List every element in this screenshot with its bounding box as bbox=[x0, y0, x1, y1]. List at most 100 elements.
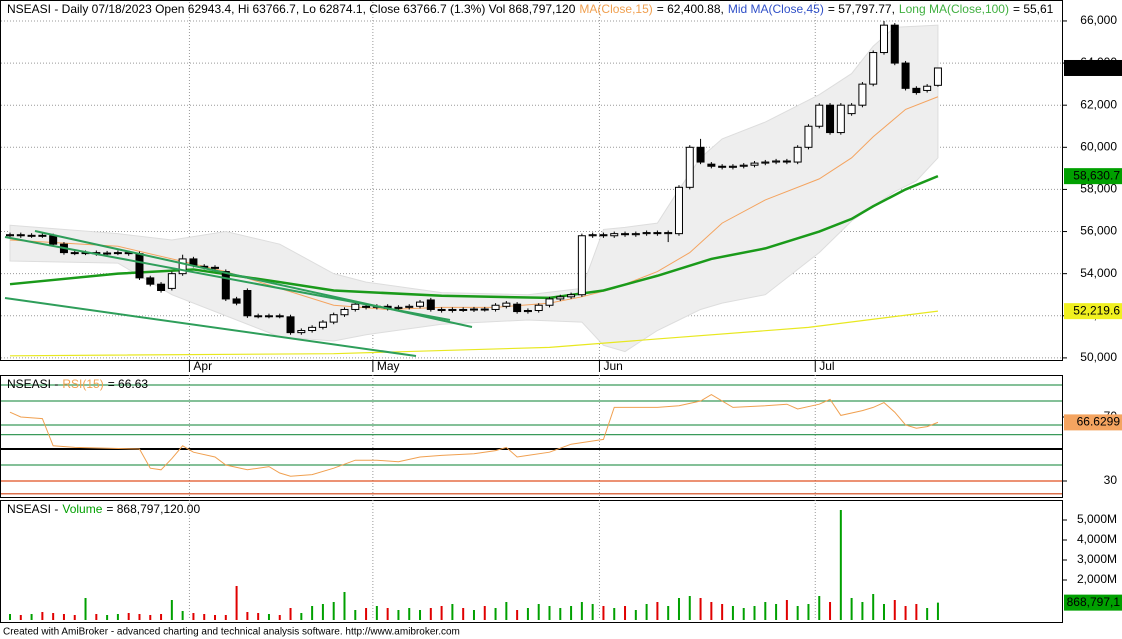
header-part: Volume bbox=[62, 502, 102, 516]
volume-bar bbox=[548, 606, 551, 620]
volume-bar bbox=[936, 602, 939, 620]
candle-body bbox=[340, 308, 349, 316]
y-tick-label: 62,000 bbox=[1080, 97, 1117, 111]
candle-body bbox=[394, 306, 403, 309]
volume-bar bbox=[764, 602, 767, 620]
header-part: Mid MA(Close,45) bbox=[728, 2, 824, 16]
value-badge bbox=[1064, 303, 1122, 320]
value-badge-label: 58,630.7 bbox=[1073, 168, 1120, 182]
candle-body bbox=[297, 330, 306, 334]
volume-bar bbox=[526, 608, 529, 620]
y-tick-label: 56,000 bbox=[1080, 224, 1117, 238]
volume-bar bbox=[95, 614, 98, 620]
value-badge-label: 66.6299 bbox=[1077, 415, 1121, 429]
candle-body bbox=[761, 161, 770, 164]
volume-bar bbox=[160, 614, 163, 620]
volume-bar bbox=[257, 613, 260, 620]
volume-bar bbox=[214, 615, 217, 620]
candle-body bbox=[674, 186, 683, 235]
plot-layer: AprMayJunJul50,00052,00054,00056,00058,0… bbox=[1, 2, 1122, 620]
y-tick-label: 2,000M bbox=[1077, 572, 1117, 586]
volume-bar bbox=[591, 604, 594, 620]
header-part: NSEASI - bbox=[7, 502, 58, 516]
volume-bar bbox=[505, 602, 508, 620]
volume-bar bbox=[570, 606, 573, 620]
candle-body bbox=[146, 277, 155, 285]
volume-bar bbox=[742, 608, 745, 620]
rsi-line bbox=[9, 394, 939, 477]
header-part: = 57,797.77, bbox=[828, 2, 895, 16]
value-badge bbox=[1064, 414, 1122, 431]
candle-body bbox=[567, 294, 576, 298]
header-part: = 62,400.88, bbox=[657, 2, 724, 16]
candle-body bbox=[912, 87, 921, 94]
candle-body bbox=[16, 234, 25, 237]
candle-body bbox=[103, 252, 112, 255]
y-tick-label: 58,000 bbox=[1080, 182, 1117, 196]
candle-body bbox=[631, 233, 640, 236]
candle-body bbox=[804, 125, 813, 148]
volume-bar bbox=[343, 592, 346, 620]
header-part: MA(Close,15) bbox=[579, 2, 652, 16]
volume-bar bbox=[602, 606, 605, 620]
volume-bar bbox=[861, 602, 864, 620]
volume-bar bbox=[397, 610, 400, 620]
volume-bar bbox=[699, 598, 702, 620]
candle-body bbox=[772, 160, 781, 163]
volume-bar bbox=[311, 606, 314, 620]
volume-bar bbox=[451, 604, 454, 620]
candle-body bbox=[469, 308, 478, 311]
candle-body bbox=[588, 234, 597, 237]
volume-bar bbox=[494, 608, 497, 620]
header-part: NSEASI - bbox=[7, 377, 58, 391]
volume-bar bbox=[516, 610, 519, 620]
volume-bar bbox=[829, 602, 832, 620]
candle-body bbox=[610, 233, 619, 237]
candle-body bbox=[696, 146, 705, 163]
value-badge bbox=[1064, 168, 1122, 185]
x-tick-label: Apr bbox=[193, 359, 212, 373]
candle-body bbox=[6, 234, 14, 237]
candle-body bbox=[157, 283, 166, 292]
volume-bar bbox=[73, 615, 76, 620]
volume-bar bbox=[365, 608, 368, 620]
candle-body bbox=[718, 165, 727, 168]
candle-body bbox=[847, 104, 856, 115]
volume-bar bbox=[710, 602, 713, 620]
volume-bar bbox=[537, 604, 540, 620]
candle-body bbox=[621, 233, 630, 236]
value-badge bbox=[1064, 59, 1122, 76]
volume-bar bbox=[785, 600, 788, 620]
candle-body bbox=[836, 104, 845, 134]
candle-body bbox=[362, 305, 371, 308]
volume-bar bbox=[30, 614, 33, 620]
candle-body bbox=[513, 303, 522, 313]
header-part: = 868,797,120.00 bbox=[106, 502, 200, 516]
candle-body bbox=[351, 303, 360, 310]
y-tick-label: 5,000M bbox=[1077, 512, 1117, 526]
candle-body bbox=[178, 258, 187, 275]
volume-bar bbox=[904, 606, 907, 620]
candle-body bbox=[167, 273, 176, 289]
candle-body bbox=[448, 308, 457, 312]
volume-bar bbox=[915, 604, 918, 620]
candle-body bbox=[329, 314, 338, 323]
candle-body bbox=[243, 290, 252, 317]
candle-body bbox=[135, 253, 144, 279]
y-tick-label: 30 bbox=[1104, 473, 1118, 487]
volume-bar bbox=[170, 600, 173, 620]
volume-bar bbox=[278, 615, 281, 620]
y-tick-label: 50,000 bbox=[1080, 350, 1117, 364]
candle-body bbox=[113, 252, 122, 255]
volume-bar bbox=[893, 600, 896, 620]
volume-bar bbox=[181, 611, 184, 620]
volume-bar bbox=[106, 615, 109, 620]
candle-body bbox=[275, 315, 284, 318]
y-tick-label: 54,000 bbox=[1080, 266, 1117, 280]
volume-bar bbox=[127, 613, 130, 620]
candle-body bbox=[27, 234, 36, 237]
y-tick-label: 3,000M bbox=[1077, 552, 1117, 566]
rsi-header: NSEASI - RSI(15) = 66.63 bbox=[7, 377, 148, 391]
volume-bar bbox=[419, 610, 422, 620]
candle-body bbox=[318, 321, 327, 328]
